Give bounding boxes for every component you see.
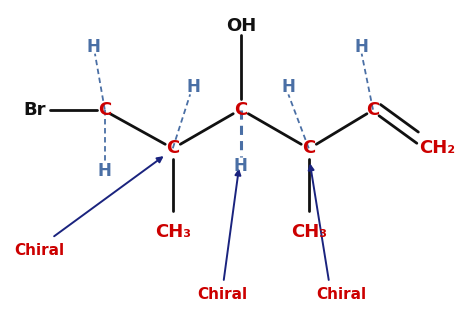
Text: C: C	[234, 101, 247, 118]
Text: H: H	[87, 38, 100, 56]
Text: C: C	[98, 101, 111, 118]
Text: C: C	[366, 101, 380, 118]
Text: H: H	[98, 162, 112, 180]
Text: H: H	[186, 78, 200, 96]
Text: CH₃: CH₃	[155, 223, 191, 241]
Text: H: H	[234, 157, 248, 175]
Text: Br: Br	[23, 101, 46, 118]
Text: C: C	[302, 139, 315, 157]
Text: Chiral: Chiral	[14, 243, 64, 258]
Text: CH₃: CH₃	[291, 223, 327, 241]
Text: OH: OH	[226, 17, 256, 35]
Text: H: H	[282, 78, 295, 96]
Text: Chiral: Chiral	[316, 287, 366, 302]
Text: C: C	[166, 139, 179, 157]
Text: CH₂: CH₂	[419, 139, 456, 157]
Text: Chiral: Chiral	[197, 287, 247, 302]
Text: H: H	[355, 38, 369, 56]
